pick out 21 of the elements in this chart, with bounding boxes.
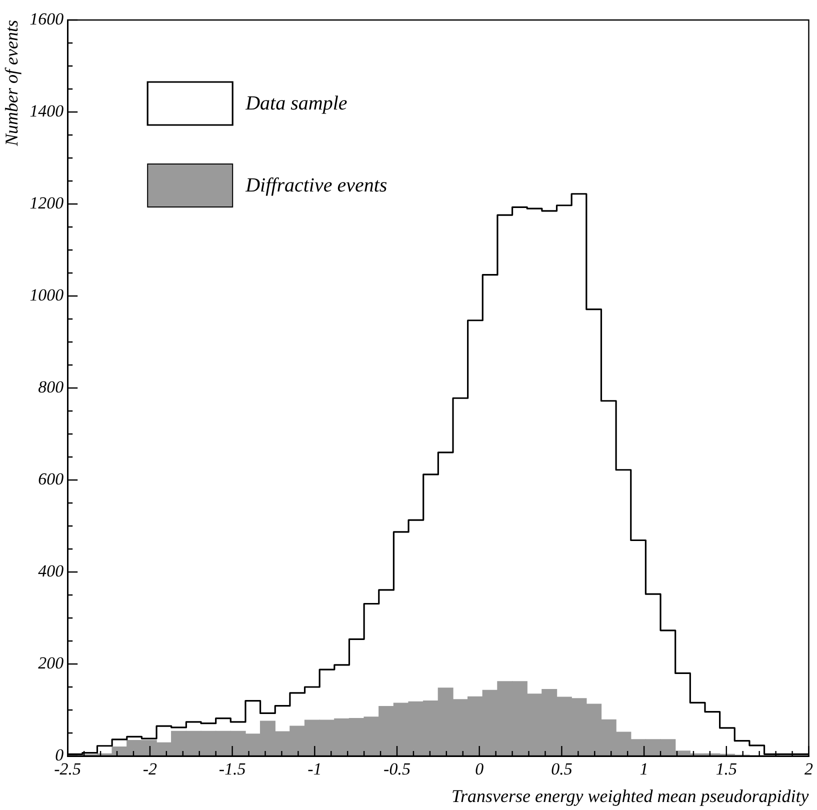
x-tick-label: 0.5 <box>551 760 572 779</box>
y-tick-label: 1200 <box>30 193 64 212</box>
y-tick-label: 800 <box>38 377 64 396</box>
x-tick-label: 0 <box>475 760 484 779</box>
x-tick-label: 1.5 <box>716 760 738 779</box>
y-tick-label: 1600 <box>30 9 64 28</box>
x-axis-title: Transverse energy weighted mean pseudorapidity <box>451 786 809 806</box>
y-tick-label: 400 <box>38 561 64 580</box>
y-tick-label: 200 <box>38 653 64 672</box>
legend-label: Data sample <box>244 92 348 114</box>
x-tick-label: 2 <box>804 760 814 779</box>
y-tick-label: 1000 <box>30 285 64 304</box>
y-tick-label: 600 <box>38 469 64 488</box>
legend-label: Diffractive events <box>244 174 388 196</box>
y-axis-title: Number of events <box>2 20 22 147</box>
x-tick-label: -0.5 <box>384 760 410 779</box>
y-tick-label: 1400 <box>30 101 64 120</box>
x-tick-label: 1 <box>640 760 648 779</box>
x-tick-label: -2 <box>142 760 158 779</box>
x-tick-label: -1 <box>308 760 322 779</box>
x-tick-label: -1.5 <box>218 760 246 779</box>
